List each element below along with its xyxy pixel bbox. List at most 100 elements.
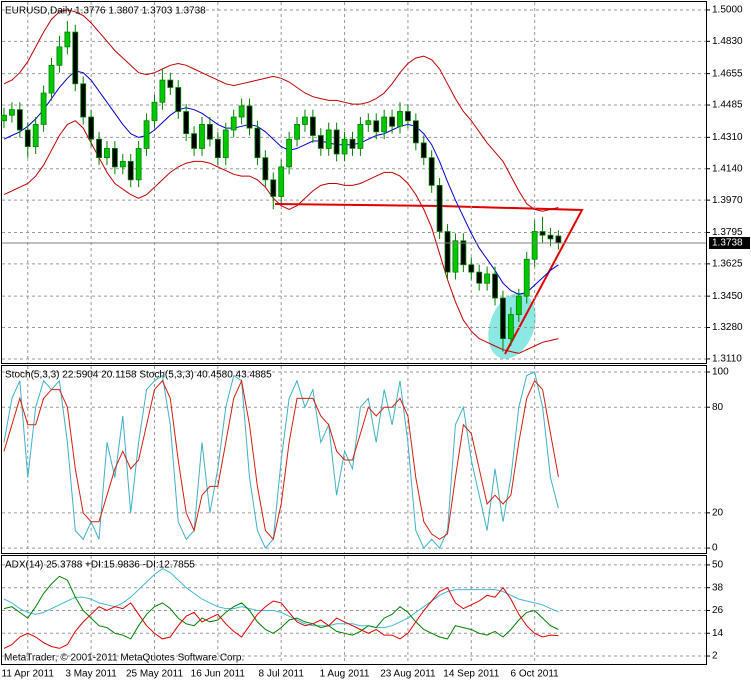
last-price-box (709, 236, 750, 249)
y-tick-label: 0 (712, 543, 718, 554)
x-tick-label: 3 May 2011 (65, 669, 117, 680)
x-tick-label: 16 Jun 2011 (191, 669, 246, 680)
candle-body (127, 160, 134, 181)
candle-body (523, 258, 530, 297)
candle-body (183, 111, 190, 135)
candle-body (104, 148, 110, 159)
x-tick-label: 14 Sep 2011 (443, 669, 499, 680)
y-tick-label: 1.5000 (712, 5, 743, 16)
x-tick-label: 11 Apr 2011 (2, 669, 55, 680)
y-tick-label: 38 (712, 582, 724, 593)
y-tick-label: 1.3450 (712, 291, 743, 302)
indicator-line (3, 586, 559, 649)
candle-body (349, 138, 356, 149)
x-tick-label: 8 Jul 2011 (258, 669, 304, 680)
x-tick-label: 25 May 2011 (126, 669, 184, 680)
candle-body (24, 129, 31, 147)
candle-body (278, 166, 285, 197)
candle-body (539, 231, 546, 236)
candle-body (167, 79, 174, 88)
y-tick-label: 1.3110 (712, 354, 742, 365)
candle-body (500, 297, 506, 340)
main-pane-frame (1, 1, 707, 364)
candle-body (468, 264, 475, 273)
candle-body (119, 160, 126, 168)
y-tick-label: 20 (712, 507, 724, 518)
candle-body (397, 111, 403, 127)
indicator-line (3, 575, 559, 640)
candle-body (40, 92, 47, 125)
y-tick-label: 1.3970 (712, 195, 743, 206)
y-tick-label: 1.4485 (712, 100, 743, 111)
candle-body (333, 129, 340, 155)
candle-body (476, 271, 483, 284)
trend-drawing (274, 203, 584, 355)
candle-body (246, 105, 253, 129)
candle-body (159, 79, 166, 103)
candle-body (151, 101, 158, 122)
candle-body (262, 157, 269, 181)
y-tick-label: 1.4140 (712, 163, 743, 174)
candle-body (222, 129, 229, 159)
pane-title: EURUSD,Daily 1.3776 1.3807 1.3703 1.3738 (5, 6, 206, 17)
candle-body (96, 138, 102, 159)
y-tick-label: 50 (712, 560, 724, 571)
candle-body (294, 124, 300, 140)
last-price-label: 1.3738 (712, 238, 743, 249)
candle-body (357, 124, 364, 149)
candle-body (9, 109, 15, 116)
candle-body (88, 116, 95, 140)
candle-body (16, 109, 23, 131)
indicator-line (3, 371, 559, 550)
candle-body (436, 184, 443, 232)
candle-body (389, 116, 395, 127)
candle-body (80, 83, 87, 118)
y-tick-label: 1.3795 (712, 227, 743, 238)
candle-body (373, 120, 380, 133)
pane-title: ADX(14) 25.3788 +DI:15.9836 -DI:12.7855 (5, 560, 195, 571)
y-tick-label: 1.4310 (712, 132, 743, 143)
candle-body (484, 273, 491, 284)
y-tick-label: 80 (712, 402, 724, 413)
candle-body (317, 135, 324, 149)
x-tick-label: 23 Aug 2011 (380, 669, 436, 680)
candle-body (515, 295, 522, 316)
candle-body (207, 124, 213, 140)
candle-body (191, 133, 197, 149)
candle-body (270, 179, 277, 197)
candle-body (230, 116, 237, 131)
stoch-pane-frame (1, 365, 707, 554)
candle-body (428, 157, 435, 186)
y-tick-label: 26 (712, 605, 724, 616)
pane-title: Stoch(5,3,3) 22.5904 20.1158 Stoch(5,3,3… (5, 370, 272, 381)
candle-body (48, 64, 55, 94)
candle-body (111, 148, 118, 168)
candle-body (56, 46, 63, 66)
y-tick-label: 2 (712, 651, 718, 662)
candle-body (365, 120, 372, 125)
candle-body (199, 124, 205, 149)
candle-body (32, 124, 39, 147)
candle-body (135, 148, 142, 181)
candle-body (1, 114, 7, 122)
candle-body (254, 127, 261, 159)
candle-body (420, 142, 427, 159)
y-tick-label: 14 (712, 628, 724, 639)
footer: MetaTrader, © 2001-2011 MetaQuotes Softw… (4, 653, 244, 664)
y-tick-label: 1.3280 (712, 322, 743, 333)
candle-body (302, 116, 308, 125)
y-tick-label: 1.3625 (712, 258, 743, 269)
x-tick-label: 1 Aug 2011 (320, 669, 370, 680)
y-tick-label: 1.4830 (712, 36, 743, 47)
y-tick-label: 100 (712, 367, 729, 378)
candle-body (460, 240, 467, 266)
indicator-line (3, 9, 559, 212)
indicator-line (3, 568, 559, 629)
candle-body (341, 138, 348, 155)
x-tick-label: 6 Oct 2011 (511, 669, 560, 680)
candle-body (214, 138, 221, 159)
candle-body (286, 138, 293, 168)
